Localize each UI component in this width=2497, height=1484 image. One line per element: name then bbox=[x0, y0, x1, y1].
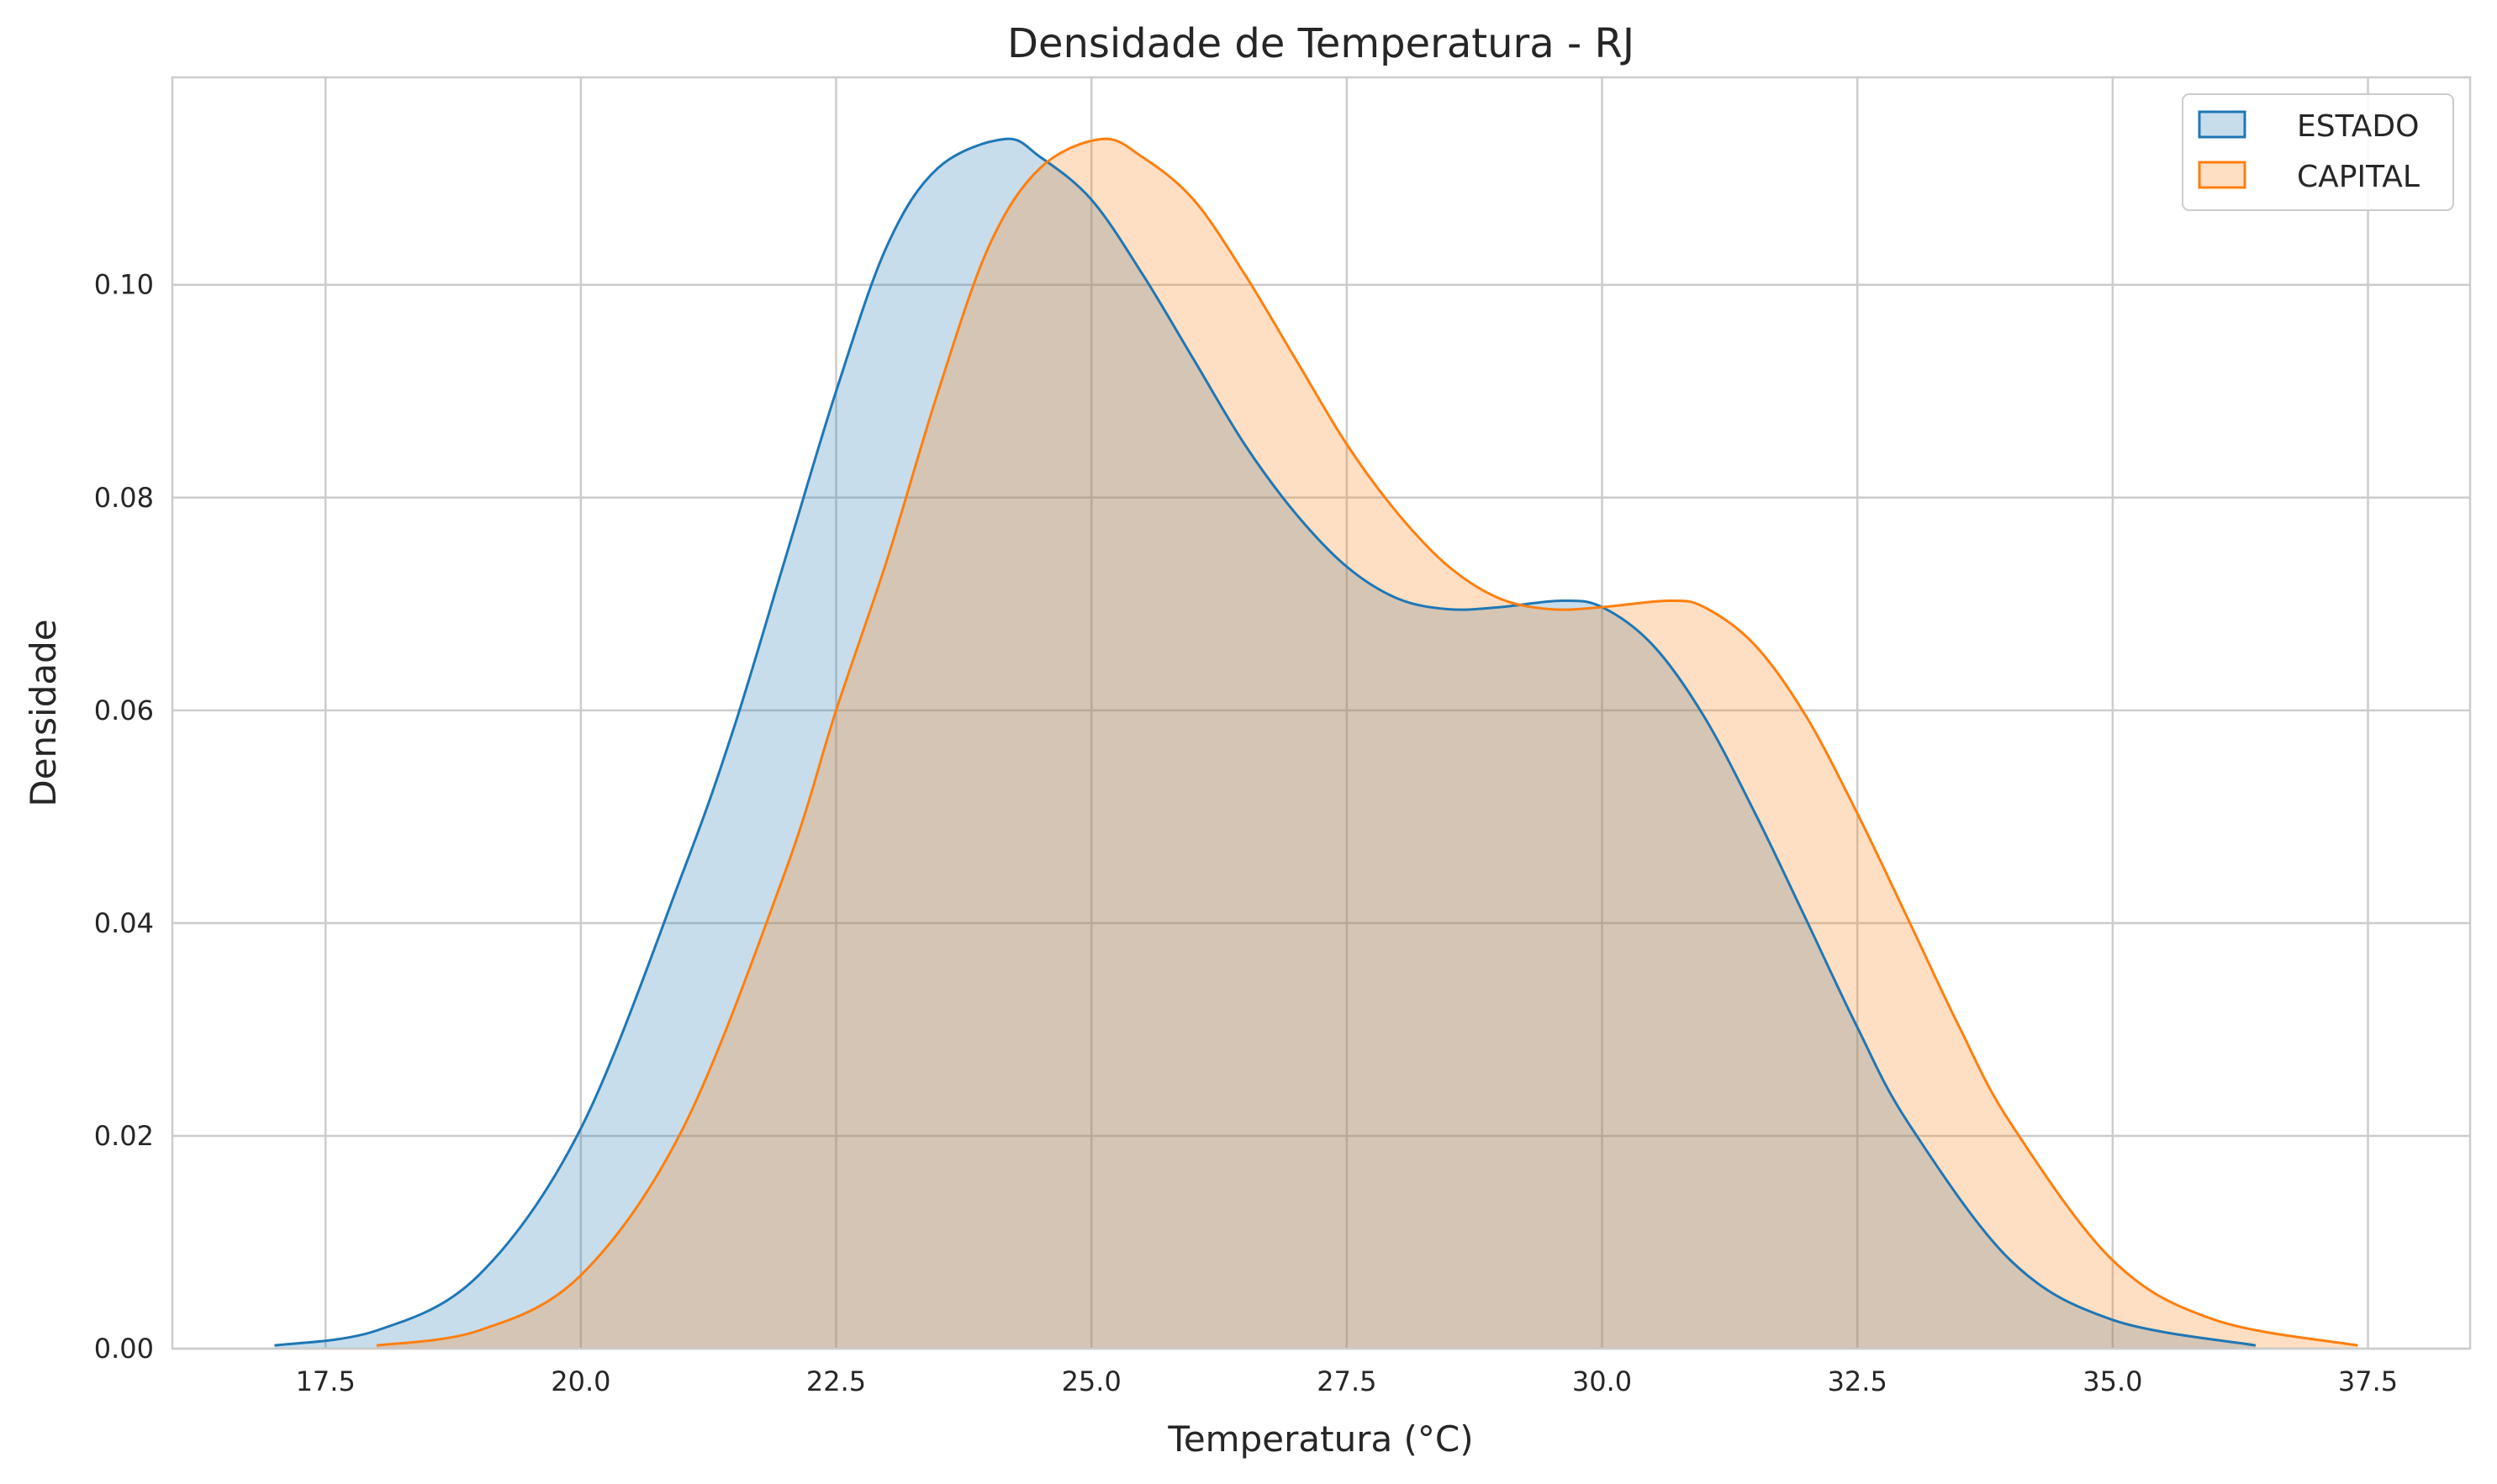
x-tick-label: 30.0 bbox=[1572, 1365, 1632, 1397]
legend-box bbox=[2182, 93, 2454, 211]
y-tick-label: 0.00 bbox=[94, 1333, 154, 1365]
y-axis-label: Densidade bbox=[23, 619, 64, 806]
y-tick-label: 0.06 bbox=[94, 694, 154, 726]
x-tick-label: 22.5 bbox=[806, 1365, 866, 1397]
chart-title: Densidade de Temperatura - RJ bbox=[1007, 20, 1634, 67]
series-layer bbox=[274, 137, 2358, 1349]
legend: ESTADO CAPITAL bbox=[2182, 93, 2454, 211]
x-tick-label: 20.0 bbox=[551, 1365, 610, 1397]
x-tick-label: 32.5 bbox=[1828, 1365, 1887, 1397]
density-line-estado bbox=[274, 137, 2257, 1347]
plot-frame bbox=[171, 76, 2472, 1350]
y-tick-label: 0.10 bbox=[94, 269, 154, 301]
legend-label-capital: CAPITAL bbox=[2297, 160, 2420, 194]
density-area-estado bbox=[274, 139, 2256, 1349]
x-tick-label: 27.5 bbox=[1317, 1365, 1376, 1397]
x-tick-label: 37.5 bbox=[2338, 1365, 2398, 1397]
density-area-capital bbox=[376, 139, 2358, 1349]
x-axis-label: Temperatura (°C) bbox=[1167, 1418, 1473, 1460]
legend-label-estado: ESTADO bbox=[2297, 109, 2419, 144]
legend-swatch-estado bbox=[2198, 110, 2246, 139]
y-tick-label: 0.02 bbox=[94, 1120, 154, 1152]
tick-labels: 17.5 20.0 22.5 25.0 27.5 30.0 32.5 35.0 37.5 0.00… bbox=[94, 269, 2398, 1397]
x-tick-label: 25.0 bbox=[1062, 1365, 1122, 1397]
density-line-capital bbox=[376, 137, 2358, 1347]
legend-swatch-capital bbox=[2198, 161, 2246, 189]
y-tick-label: 0.04 bbox=[94, 907, 154, 939]
x-tick-label: 35.0 bbox=[2083, 1365, 2142, 1397]
x-tick-label: 17.5 bbox=[296, 1365, 356, 1397]
y-tick-label: 0.08 bbox=[94, 482, 154, 514]
